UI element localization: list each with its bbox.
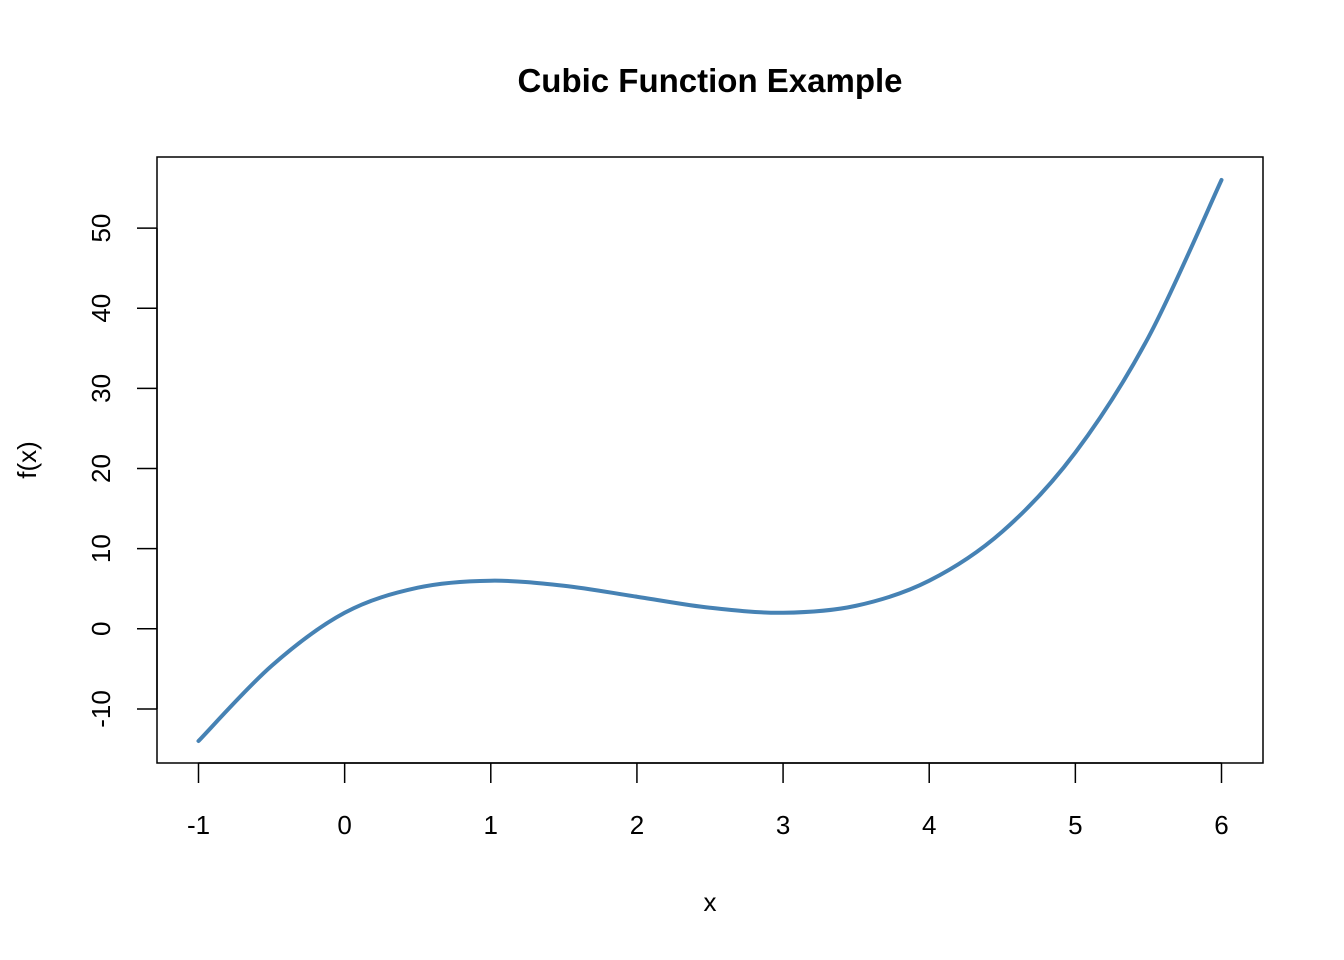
y-tick-label: 50 [86, 214, 116, 243]
plot-area-frame [156, 156, 1264, 764]
chart-title: Cubic Function Example [517, 62, 902, 99]
x-axis: -1 0 1 2 3 4 5 6 [187, 762, 1229, 840]
y-tick-label: -10 [86, 690, 116, 728]
x-tick-label: 0 [337, 810, 351, 840]
y-tick-label: 0 [86, 622, 116, 636]
series-line [196, 178, 1224, 743]
y-tick-label: 40 [86, 294, 116, 323]
y-axis-label: f(x) [12, 441, 42, 479]
y-tick-label: 30 [86, 374, 116, 403]
x-axis-label: x [704, 887, 717, 917]
series-layer [196, 178, 1224, 743]
x-tick-label: 4 [922, 810, 936, 840]
x-tick-label: -1 [187, 810, 210, 840]
y-axis: -10 0 10 20 30 40 50 [86, 214, 158, 728]
x-tick-label: 2 [630, 810, 644, 840]
x-tick-label: 6 [1214, 810, 1228, 840]
y-tick-label: 10 [86, 534, 116, 563]
x-tick-label: 5 [1068, 810, 1082, 840]
y-tick-label: 20 [86, 454, 116, 483]
x-tick-label: 3 [776, 810, 790, 840]
x-tick-label: 1 [484, 810, 498, 840]
